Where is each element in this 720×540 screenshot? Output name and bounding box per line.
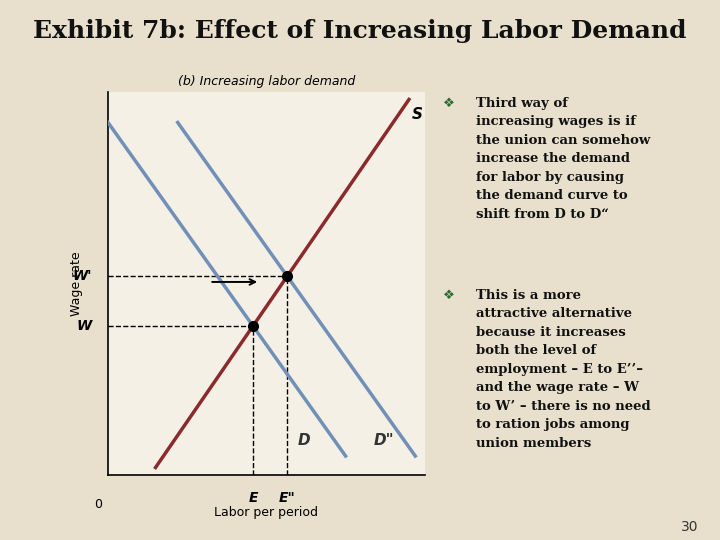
Text: 30: 30 — [681, 519, 698, 534]
Text: Third way of
increasing wages is if
the union can somehow
increase the demand
fo: Third way of increasing wages is if the … — [476, 97, 650, 220]
Text: D": D" — [374, 433, 395, 448]
Title: (b) Increasing labor demand: (b) Increasing labor demand — [178, 75, 355, 88]
Text: D: D — [298, 433, 311, 448]
Text: W': W' — [73, 269, 92, 284]
Text: Wage rate: Wage rate — [70, 251, 83, 316]
Text: Labor per period: Labor per period — [215, 506, 318, 519]
Text: Exhibit 7b: Effect of Increasing Labor Demand: Exhibit 7b: Effect of Increasing Labor D… — [33, 19, 687, 43]
Text: S: S — [412, 107, 423, 122]
Text: This is a more
attractive alternative
because it increases
both the level of
emp: This is a more attractive alternative be… — [476, 289, 650, 450]
Text: E": E" — [279, 490, 296, 504]
Text: E: E — [248, 490, 258, 504]
Text: W: W — [77, 319, 92, 333]
Text: 0: 0 — [94, 498, 102, 511]
Text: ❖: ❖ — [443, 289, 455, 302]
Text: ❖: ❖ — [443, 97, 455, 110]
